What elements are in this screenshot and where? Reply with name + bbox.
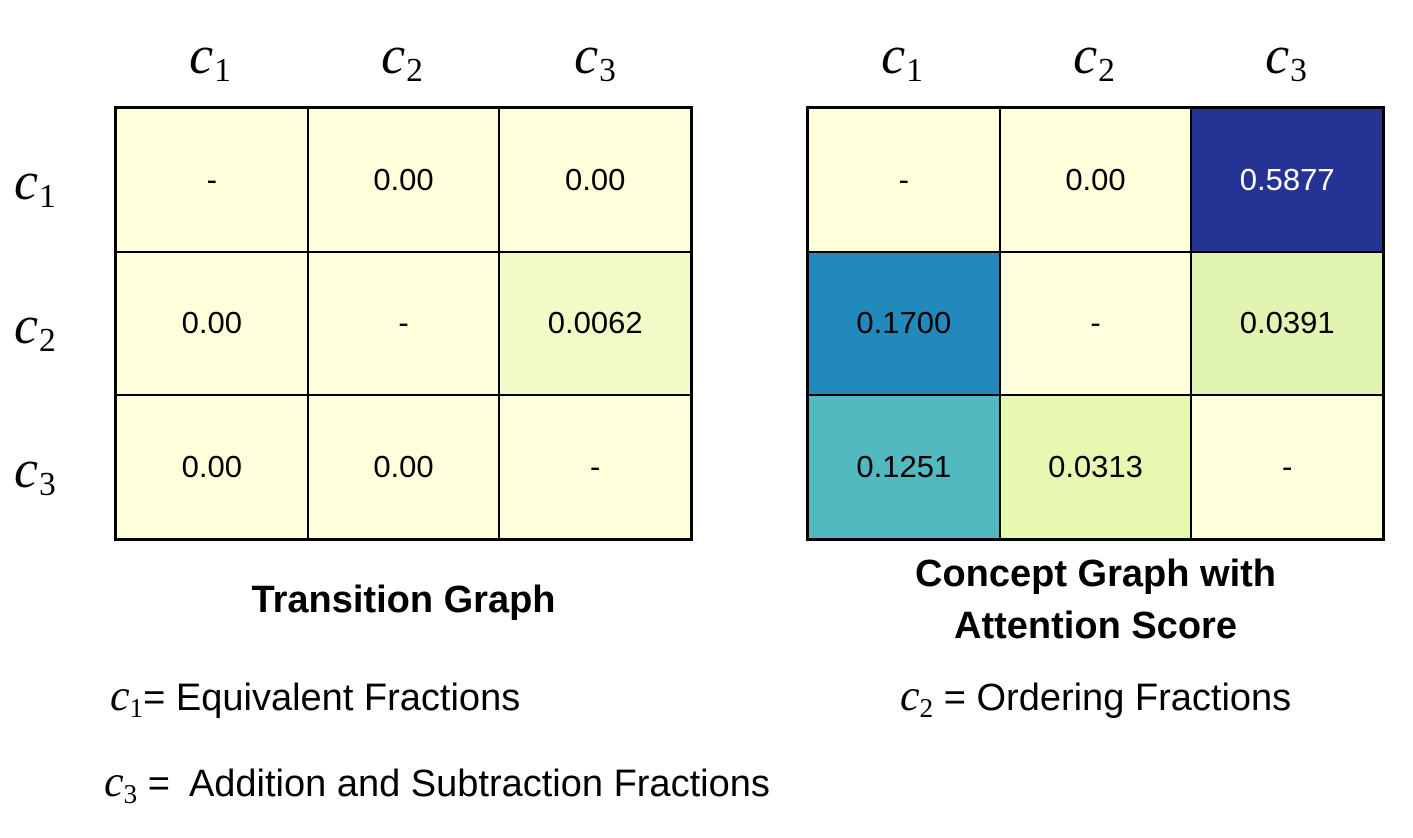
heatmap-cell: 0.00 <box>307 108 500 252</box>
heatmap-cell: 0.00 <box>116 395 308 539</box>
legend-text: = Equivalent Fractions <box>143 677 521 719</box>
legend-text: = Addition and Subtraction Fractions <box>137 763 770 805</box>
heatmap-cell: - <box>808 108 1000 252</box>
row-label-c2: c2 <box>14 295 56 360</box>
heatmap-cell: - <box>116 108 308 252</box>
legend-entry-c2: c2 = Ordering Fractions <box>900 670 1291 724</box>
heatmap-cell: - <box>499 395 691 539</box>
chart-title-line-2: Attention Score <box>954 605 1237 647</box>
heatmap-cell: - <box>999 251 1192 396</box>
col-label-c1: c1 <box>189 25 231 90</box>
legend-entry-c3: c3 = Addition and Subtraction Fractions <box>104 756 770 810</box>
heatmap-grid: - 0.00 0.00 0.00 - 0.0062 0.00 0.00 - <box>114 106 693 541</box>
heatmap-cell: 0.00 <box>116 251 308 396</box>
legend-text: = Ordering Fractions <box>933 677 1292 719</box>
heatmap-cell: 0.00 <box>499 108 691 252</box>
heatmap-cell: 0.0062 <box>499 251 691 396</box>
heatmap-cell: - <box>307 251 500 396</box>
heatmap-cell: - <box>1191 395 1383 539</box>
row-label-c3: c3 <box>14 439 56 504</box>
heatmap-cell: 0.00 <box>307 395 500 539</box>
heatmap-cell: 0.00 <box>999 108 1192 252</box>
chart-title: Transition Graph <box>251 579 556 621</box>
heatmap-cell: 0.0313 <box>999 395 1192 539</box>
col-label-c3: c3 <box>1265 25 1307 90</box>
row-label-c1: c1 <box>14 151 56 216</box>
col-label-c3: c3 <box>574 25 616 90</box>
chart-title: Concept Graph with Attention Score <box>806 548 1385 652</box>
legend-symbol: c1 <box>110 671 144 723</box>
chart-title-line-1: Concept Graph with <box>915 553 1276 595</box>
col-label-c2: c2 <box>1073 25 1115 90</box>
col-label-c1: c1 <box>881 25 923 90</box>
legend-symbol: c3 <box>104 757 138 809</box>
heatmap-cell: 0.0391 <box>1191 251 1383 396</box>
heatmap-grid: - 0.00 0.5877 0.1700 - 0.0391 0.1251 0.0… <box>806 106 1385 541</box>
legend-entry-c1: c1 = Equivalent Fractions <box>110 670 520 724</box>
heatmap-cell: 0.1251 <box>808 395 1000 539</box>
legend-symbol: c2 <box>900 671 934 723</box>
heatmap-cell: 0.5877 <box>1191 108 1383 252</box>
col-label-c2: c2 <box>381 25 423 90</box>
heatmap-cell: 0.1700 <box>808 251 1000 396</box>
